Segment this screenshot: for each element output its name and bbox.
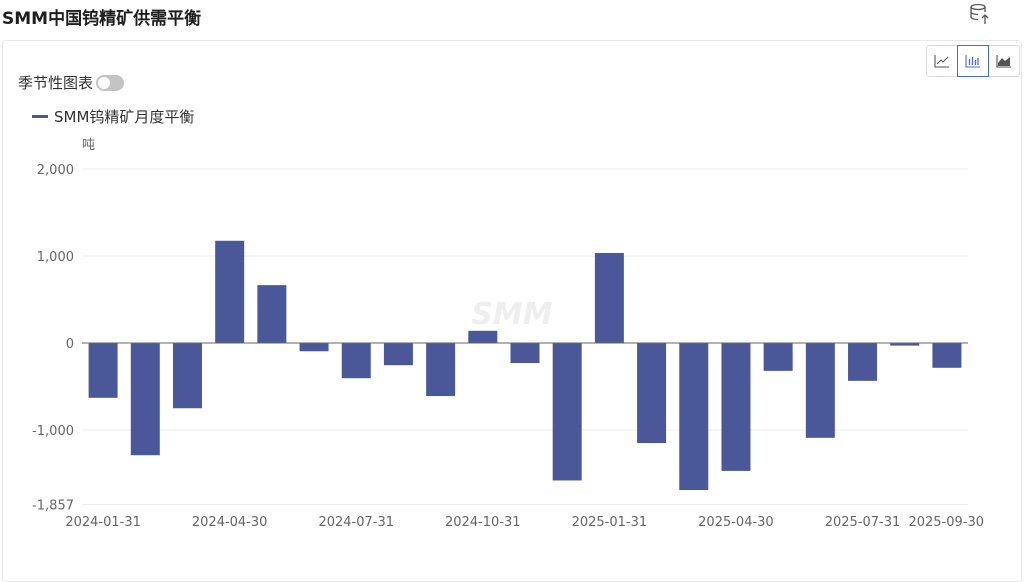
x-tick-label: 2024-01-31 bbox=[65, 515, 141, 530]
bar-chart-icon bbox=[965, 55, 980, 68]
watermark: SMM bbox=[471, 297, 552, 332]
bar bbox=[215, 240, 245, 343]
legend-swatch bbox=[32, 115, 48, 118]
bar bbox=[763, 343, 793, 371]
page-title: SMM中国钨精矿供需平衡 bbox=[2, 9, 202, 29]
x-tick-label: 2024-10-31 bbox=[445, 515, 521, 530]
database-export-icon[interactable] bbox=[968, 2, 992, 26]
bar bbox=[130, 343, 160, 456]
seasonal-toggle[interactable] bbox=[96, 74, 125, 91]
bar bbox=[383, 343, 413, 366]
bar-chart-button[interactable] bbox=[957, 45, 989, 77]
bar bbox=[890, 343, 920, 346]
bar bbox=[805, 343, 835, 438]
area-chart-icon bbox=[996, 55, 1011, 68]
x-tick-label: 2024-07-31 bbox=[318, 515, 394, 530]
bar bbox=[679, 343, 709, 491]
bar bbox=[468, 330, 498, 343]
bar bbox=[552, 343, 582, 481]
bar bbox=[257, 285, 287, 343]
x-tick-label: 2024-04-30 bbox=[192, 515, 268, 530]
seasonal-toggle-group: 季节性图表 bbox=[18, 72, 125, 93]
bar bbox=[594, 252, 624, 343]
x-tick-label: 2025-01-31 bbox=[572, 515, 648, 530]
x-tick-label: 2025-07-31 bbox=[825, 515, 901, 530]
legend-item[interactable]: SMM钨精矿月度平衡 bbox=[32, 106, 194, 127]
toggle-knob bbox=[98, 76, 111, 89]
y-tick-label: 0 bbox=[66, 337, 74, 352]
bar bbox=[637, 343, 667, 444]
area-chart-button[interactable] bbox=[988, 45, 1020, 77]
bar bbox=[426, 343, 456, 397]
bar bbox=[172, 343, 202, 409]
chart-card bbox=[2, 40, 1022, 582]
y-tick-label: -1,857 bbox=[32, 499, 74, 514]
bar bbox=[932, 343, 962, 368]
seasonal-chart-label: 季节性图表 bbox=[18, 74, 94, 92]
y-tick-label: 2,000 bbox=[37, 163, 74, 178]
chart-type-switcher bbox=[926, 45, 1020, 77]
bar bbox=[510, 343, 540, 364]
line-chart-button[interactable] bbox=[926, 45, 958, 77]
bar bbox=[341, 343, 371, 379]
bar bbox=[299, 343, 329, 352]
line-chart-icon bbox=[934, 55, 949, 68]
y-axis-unit: 吨 bbox=[82, 138, 95, 153]
legend-label: SMM钨精矿月度平衡 bbox=[54, 108, 195, 126]
x-tick-label: 2025-09-30 bbox=[908, 515, 984, 530]
bar bbox=[848, 343, 878, 381]
bar bbox=[88, 343, 118, 398]
y-tick-label: 1,000 bbox=[37, 250, 74, 265]
y-tick-label: -1,000 bbox=[32, 424, 74, 439]
x-tick-label: 2025-04-30 bbox=[698, 515, 774, 530]
bar bbox=[721, 343, 751, 471]
